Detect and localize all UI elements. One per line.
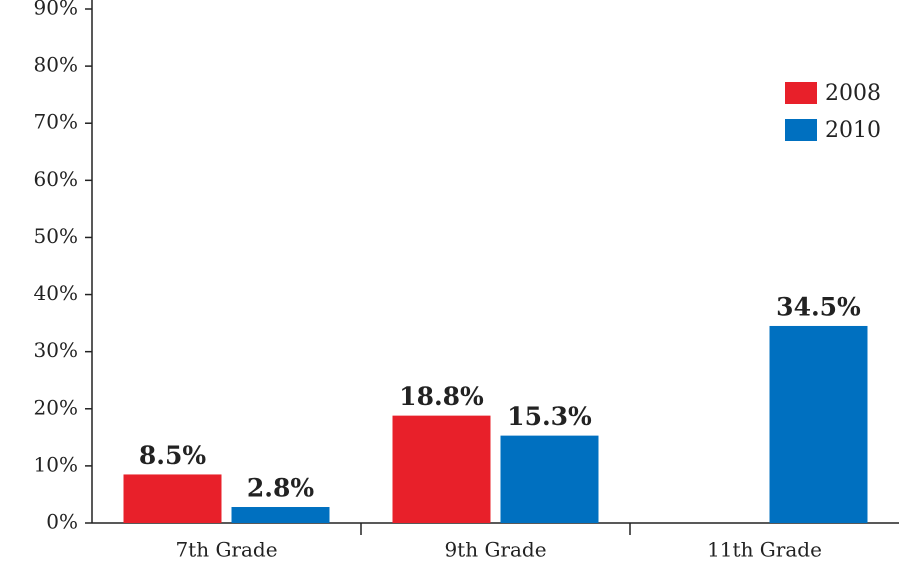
bar xyxy=(123,474,222,523)
y-tick-label: 20% xyxy=(34,395,78,419)
data-label: 8.5% xyxy=(139,441,206,470)
y-tick-label: 80% xyxy=(34,53,78,77)
data-label: 18.8% xyxy=(399,382,484,411)
legend-swatch xyxy=(785,82,817,104)
y-tick-label: 10% xyxy=(34,452,78,476)
y-tick-label: 50% xyxy=(34,224,78,248)
legend-swatch xyxy=(785,119,817,141)
y-tick-label: 90% xyxy=(34,0,78,20)
legend-label: 2008 xyxy=(825,81,881,106)
data-label: 15.3% xyxy=(507,402,592,431)
legend-label: 2010 xyxy=(825,118,881,143)
data-label: 2.8% xyxy=(247,474,314,503)
data-label: 34.5% xyxy=(776,292,861,321)
bar xyxy=(769,325,868,523)
x-tick-label: 11th Grade xyxy=(707,538,822,562)
y-tick-label: 70% xyxy=(34,110,78,134)
y-tick-label: 0% xyxy=(46,510,78,534)
y-tick-label: 60% xyxy=(34,167,78,191)
bar xyxy=(392,415,491,523)
y-tick-label: 30% xyxy=(34,338,78,362)
x-tick-label: 7th Grade xyxy=(175,538,277,562)
bar xyxy=(231,507,330,523)
y-tick-label: 40% xyxy=(34,281,78,305)
x-tick-label: 9th Grade xyxy=(444,538,546,562)
bar xyxy=(500,435,599,523)
